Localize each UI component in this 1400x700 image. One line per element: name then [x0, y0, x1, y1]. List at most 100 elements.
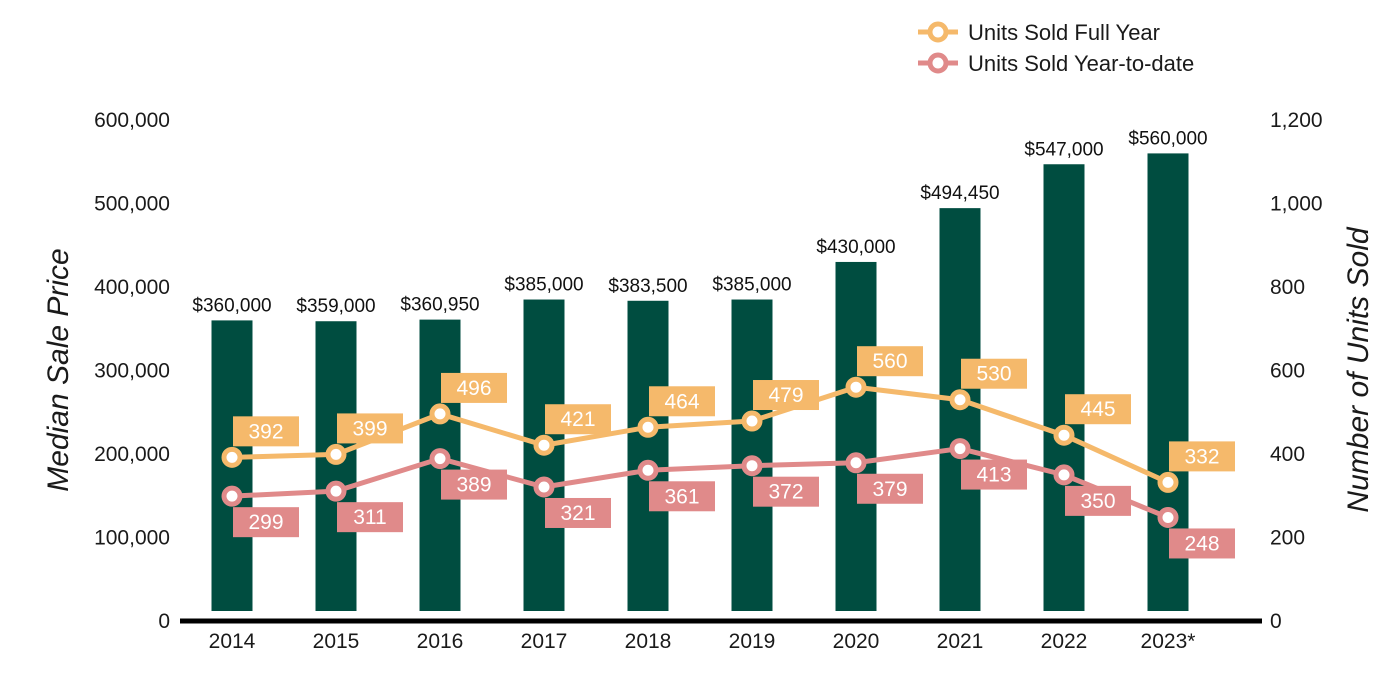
- point-label: 530: [976, 363, 1011, 386]
- x-tick-label: 2016: [417, 630, 464, 653]
- series-point: [533, 476, 555, 498]
- legend-swatch-marker: [927, 21, 949, 43]
- series-point: [949, 389, 971, 411]
- point-label: 421: [560, 408, 595, 431]
- right-y-tick-label: 200: [1270, 527, 1305, 550]
- x-tick-label: 2019: [729, 630, 776, 653]
- left-y-tick-label: 300,000: [94, 360, 170, 383]
- series-point: [845, 376, 867, 398]
- legend: Units Sold Full Year Units Sold Year-to-d…: [918, 20, 1194, 76]
- point-label: 399: [352, 417, 387, 440]
- left-y-tick-label: 600,000: [94, 109, 170, 132]
- price-bar-label-2021: $494,450: [920, 183, 999, 204]
- series-point: [741, 410, 763, 432]
- point-label: 479: [768, 384, 803, 407]
- point-label-box: [441, 372, 507, 403]
- point-label-box: [545, 497, 611, 528]
- point-label: 379: [872, 478, 907, 501]
- series-1-group: 299 311 389 321 361 372 379 413 350 248: [221, 438, 1235, 559]
- legend-entry-label: Units Sold Full Year: [968, 20, 1160, 45]
- series-point: [845, 452, 867, 474]
- point-label: 464: [664, 390, 699, 413]
- legend-entry-label: Units Sold Year-to-date: [968, 51, 1194, 76]
- price-bar-2020: [835, 261, 877, 611]
- point-label-box: [961, 459, 1027, 490]
- point-label: 299: [248, 511, 283, 534]
- series-point: [325, 480, 347, 502]
- point-label: 361: [664, 485, 699, 508]
- left-y-tick-label: 500,000: [94, 193, 170, 216]
- point-label: 321: [560, 502, 595, 525]
- point-label: 332: [1184, 445, 1219, 468]
- point-label: 248: [1184, 532, 1219, 555]
- point-label-box: [857, 346, 923, 377]
- right-axis-title: Number of Units Sold: [1342, 226, 1375, 512]
- point-label-box: [1065, 394, 1131, 425]
- left-axis-title: Median Sale Price: [42, 248, 75, 491]
- series-point: [1157, 471, 1179, 493]
- right-y-tick-label: 400: [1270, 443, 1305, 466]
- point-label-box: [337, 413, 403, 444]
- point-label-box: [857, 473, 923, 504]
- series-point: [533, 434, 555, 456]
- price-bar-2015: [315, 321, 357, 611]
- point-label: 372: [768, 481, 803, 504]
- point-label: 389: [456, 474, 491, 497]
- right-y-tick-label: 600: [1270, 360, 1305, 383]
- price-bar-label-2016: $360,950: [400, 295, 479, 316]
- point-label: 413: [976, 464, 1011, 487]
- right-y-tick-label: 1,200: [1270, 109, 1323, 132]
- price-bar-label-2014: $360,000: [192, 295, 271, 316]
- series-point: [1157, 506, 1179, 528]
- series-point: [429, 448, 451, 470]
- point-label-box: [753, 380, 819, 411]
- left-y-tick-label: 100,000: [94, 527, 170, 550]
- x-axis-tick-labels: 2014 2015 2016 2017 2018 2019 2020 2021 2022 2023…: [209, 630, 1196, 653]
- series-point: [1053, 464, 1075, 486]
- right-y-tick-label: 1,000: [1270, 193, 1323, 216]
- price-bar-label-2019: $385,000: [712, 275, 791, 296]
- series-point: [325, 443, 347, 465]
- x-tick-label: 2014: [209, 630, 256, 653]
- x-tick-label: 2022: [1041, 630, 1088, 653]
- point-label-box: [233, 416, 299, 447]
- point-label-box: [649, 481, 715, 512]
- series-point: [741, 455, 763, 477]
- point-label-box: [1169, 441, 1235, 472]
- point-label: 445: [1080, 398, 1115, 421]
- point-label-box: [545, 404, 611, 435]
- series-point: [221, 446, 243, 468]
- left-y-tick-label: 400,000: [94, 276, 170, 299]
- left-axis-tick-labels: 0 100,000 200,000 300,000 400,000 500,000 600,…: [94, 109, 170, 633]
- series-point: [637, 416, 659, 438]
- point-label-box: [441, 469, 507, 500]
- x-tick-label: 2018: [625, 630, 672, 653]
- point-label: 496: [456, 377, 491, 400]
- series-point: [221, 485, 243, 507]
- legend-swatch-marker: [927, 52, 949, 74]
- x-tick-label: 2021: [937, 630, 984, 653]
- price-bar-2018: [627, 300, 669, 611]
- x-tick-label: 2020: [833, 630, 880, 653]
- series-0-group: 392 399 496 421 464 479 560 530 445 332: [221, 346, 1235, 493]
- point-label: 560: [872, 350, 907, 373]
- series-point: [949, 438, 971, 460]
- point-label-box: [649, 386, 715, 417]
- right-y-tick-label: 800: [1270, 276, 1305, 299]
- point-label: 392: [248, 420, 283, 443]
- point-label-box: [753, 476, 819, 507]
- point-label-box: [1169, 528, 1235, 559]
- price-bar-label-2023*: $560,000: [1128, 128, 1207, 149]
- x-tick-label: 2023*: [1141, 630, 1196, 653]
- price-bar-label-2015: $359,000: [296, 296, 375, 317]
- point-label-box: [233, 507, 299, 538]
- point-label-box: [961, 358, 1027, 389]
- price-bars: [211, 153, 1189, 611]
- right-y-tick-label: 0: [1270, 610, 1282, 633]
- right-axis-tick-labels: 0 200 400 600 800 1,000 1,200: [1270, 109, 1323, 633]
- series-point: [429, 403, 451, 425]
- point-label-box: [337, 502, 403, 533]
- left-y-tick-label: 0: [158, 610, 170, 633]
